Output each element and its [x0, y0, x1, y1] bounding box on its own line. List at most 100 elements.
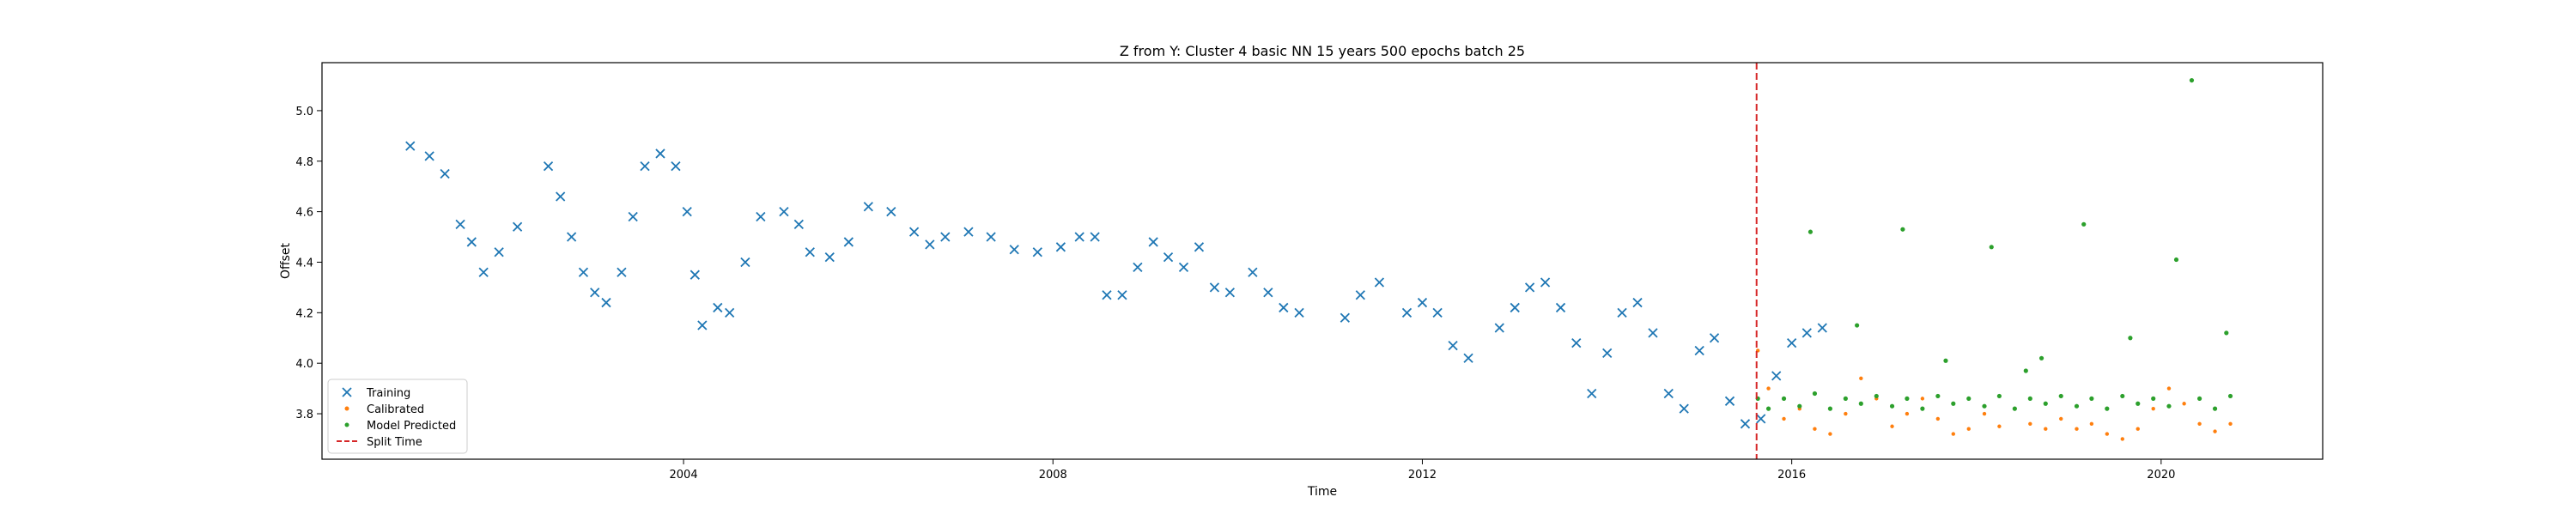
- x-axis-label: Time: [1307, 485, 1337, 499]
- training-point: [556, 191, 566, 202]
- legend-label: Model Predicted: [367, 420, 456, 433]
- model-predicted-point: [2023, 368, 2028, 373]
- training-point: [1632, 297, 1643, 308]
- training-point: [466, 237, 477, 247]
- training-point: [690, 270, 700, 280]
- model-predicted-point: [2105, 406, 2110, 411]
- model-predicted-point: [1935, 393, 1941, 399]
- plot-content: [405, 63, 2233, 459]
- model-predicted-point: [2136, 401, 2141, 406]
- calibrated-point: [1935, 416, 1941, 421]
- calibrated-point: [1844, 411, 1848, 416]
- training-point: [1555, 302, 1566, 313]
- training-point: [1355, 290, 1365, 300]
- training-point: [682, 206, 692, 217]
- training-point: [1587, 388, 1597, 399]
- training-point: [1663, 388, 1674, 399]
- x-tick-label: 2020: [2147, 469, 2175, 482]
- training-point: [1224, 288, 1236, 298]
- model-predicted-point: [1951, 401, 1956, 406]
- training-point: [671, 161, 681, 172]
- y-tick-label: 5.0: [295, 106, 313, 118]
- training-point: [1617, 307, 1627, 318]
- training-point: [1463, 353, 1473, 363]
- calibrated-point: [1966, 427, 1971, 431]
- model-predicted-point: [2027, 396, 2032, 401]
- training-point: [1148, 237, 1158, 247]
- training-point: [1432, 307, 1443, 318]
- training-point: [424, 151, 434, 161]
- training-point: [1009, 245, 1019, 255]
- model-predicted-point: [1900, 227, 1905, 232]
- model-predicted-point: [2074, 403, 2080, 409]
- training-point: [740, 257, 750, 268]
- model-predicted-point: [2120, 393, 2125, 399]
- legend-label: Calibrated: [367, 403, 424, 416]
- calibrated-point: [2089, 421, 2094, 427]
- model-predicted-point: [1812, 391, 1818, 397]
- calibrated-point: [1982, 411, 1987, 416]
- model-predicted-point: [2166, 403, 2172, 409]
- model-predicted-point: [1966, 396, 1971, 401]
- model-predicted-point: [2128, 336, 2133, 341]
- training-point: [1178, 262, 1189, 272]
- training-point: [793, 219, 804, 229]
- y-axis: 3.8 4.0 4.2 4.4 4.6 4.8 5.0: [295, 106, 322, 421]
- training-point: [1524, 282, 1535, 293]
- legend: Training Calibrated Model Predicted Split T…: [327, 379, 468, 454]
- x-tick-label: 2004: [670, 469, 698, 482]
- calibrated-point: [1890, 424, 1894, 428]
- training-point: [1540, 277, 1551, 288]
- training-point: [697, 320, 708, 330]
- training-point: [543, 161, 554, 172]
- training-point: [1679, 403, 1689, 414]
- training-point: [512, 221, 523, 232]
- training-point: [440, 168, 450, 179]
- model-predicted-point: [1982, 403, 1987, 409]
- calibrated-point: [2028, 421, 2032, 427]
- chart-title: Z from Y: Cluster 4 basic NN 15 years 50…: [1120, 43, 1525, 59]
- training-point: [1032, 247, 1042, 258]
- calibrated-point: [2105, 432, 2110, 436]
- model-predicted-point: [1765, 406, 1771, 411]
- x-tick-label: 2012: [1408, 469, 1437, 482]
- training-point: [1374, 277, 1385, 288]
- x-tick-label: 2008: [1039, 469, 1067, 482]
- training-point: [494, 247, 504, 258]
- training-point: [640, 161, 650, 172]
- y-tick-label: 4.2: [295, 307, 313, 320]
- model-predicted-point: [2038, 355, 2044, 360]
- training-point: [1263, 288, 1273, 298]
- y-tick-label: 4.0: [295, 358, 313, 371]
- training-point: [566, 232, 577, 242]
- y-tick-label: 4.4: [295, 257, 313, 270]
- training-point: [1133, 262, 1143, 272]
- training-point: [940, 232, 951, 242]
- legend-box: [327, 379, 468, 454]
- calibrated-point: [1813, 427, 1817, 431]
- training-point: [478, 267, 489, 277]
- legend-marker-training: [342, 387, 352, 397]
- training-point: [405, 141, 416, 151]
- model-predicted-point: [2212, 406, 2218, 411]
- model-predicted-point: [2058, 393, 2063, 399]
- training-point: [1740, 419, 1751, 429]
- calibrated-point: [1859, 376, 1863, 381]
- series-model-predicted: [1755, 77, 2233, 411]
- calibrated-point: [2151, 406, 2155, 411]
- training-point: [1817, 323, 1827, 333]
- model-predicted-point: [1889, 403, 1895, 409]
- training-point: [1294, 307, 1304, 318]
- calibrated-point: [2136, 427, 2140, 431]
- model-predicted-point: [2089, 396, 2094, 401]
- training-point: [713, 302, 723, 313]
- series-training: [405, 141, 1827, 429]
- y-tick-label: 4.8: [295, 156, 313, 169]
- training-point: [1510, 302, 1520, 313]
- training-point: [756, 211, 766, 222]
- training-point: [843, 237, 854, 247]
- model-predicted-point: [2224, 330, 2229, 336]
- training-point: [1771, 371, 1782, 381]
- legend-label: Training: [366, 387, 410, 400]
